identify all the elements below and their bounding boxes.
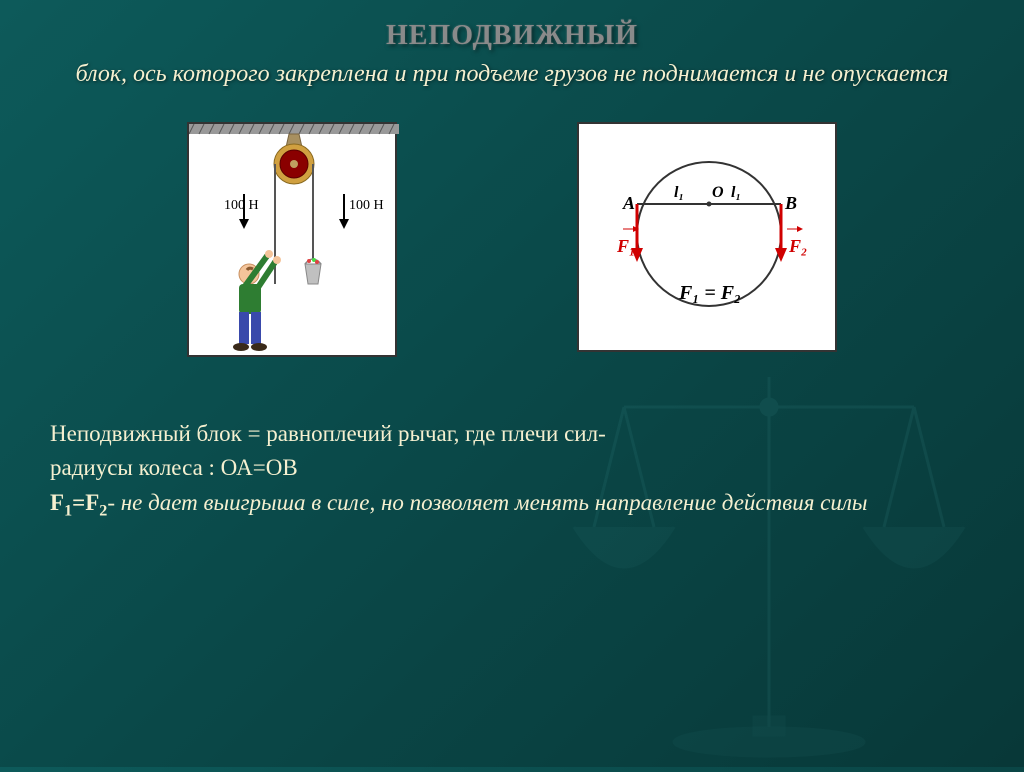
svg-text:F₁ = F₂: F₁ = F₂ (678, 282, 741, 304)
svg-text:B: B (784, 193, 797, 213)
force-circle-diagram: A B O l₁ l₁ F₁ F₂ F₁ = F₂ (577, 122, 837, 352)
page-title: НЕПОДВИЖНЫЙ (40, 20, 984, 52)
svg-text:l₁: l₁ (731, 184, 741, 201)
pulley-diagram: 100 Н 100 Н (187, 122, 397, 357)
explanation-text: Неподвижный блок = равноплечий рычаг, гд… (40, 417, 984, 524)
page-subtitle: блок, ось которого закреплена и при подъ… (40, 58, 984, 92)
svg-text:A: A (622, 193, 635, 213)
exp-line-1b: радиусы колеса : ОА=ОВ (50, 455, 298, 480)
diagram-container: 100 Н 100 Н (40, 122, 984, 357)
force-left-label: 100 Н (224, 198, 259, 213)
force-right-label: 100 Н (349, 198, 384, 213)
svg-text:l₁: l₁ (674, 184, 684, 201)
svg-text:F₁: F₁ (616, 236, 635, 256)
svg-text:O: O (712, 184, 724, 201)
exp-line-1a: Неподвижный блок = равноплечий рычаг, гд… (50, 421, 606, 446)
svg-text:F₂: F₂ (788, 236, 807, 256)
